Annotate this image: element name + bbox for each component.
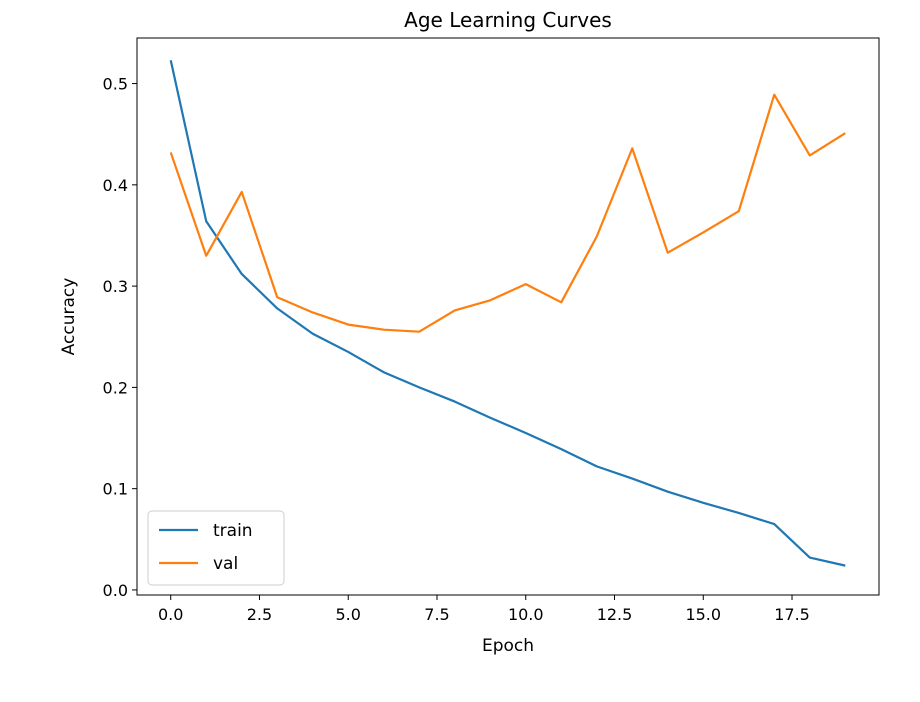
y-tick-label: 0.4 (103, 176, 128, 195)
x-tick-label: 12.5 (597, 605, 633, 624)
y-axis-ticks: 0.0 0.1 0.2 0.3 0.4 0.5 (103, 75, 137, 600)
y-tick-label: 0.0 (103, 581, 128, 600)
x-tick-label: 2.5 (247, 605, 272, 624)
x-tick-label: 5.0 (336, 605, 361, 624)
y-axis-label: Accuracy (59, 278, 79, 356)
legend: train val (147, 510, 285, 586)
x-tick-label: 15.0 (685, 605, 721, 624)
series-line-train (169, 60, 846, 567)
legend-label-train: train (213, 521, 253, 541)
x-tick-label: 0.0 (158, 605, 183, 624)
x-axis-ticks: 0.0 2.5 5.0 7.5 10.0 12.5 15.0 17.5 (158, 595, 810, 624)
legend-label-val: val (213, 554, 238, 574)
y-tick-label: 0.5 (103, 75, 128, 94)
chart-title: Age Learning Curves (404, 8, 612, 32)
y-tick-label: 0.3 (103, 277, 128, 296)
y-tick-label: 0.1 (103, 480, 128, 499)
x-tick-label: 17.5 (774, 605, 810, 624)
plot-area (169, 60, 846, 567)
x-tick-label: 10.0 (508, 605, 544, 624)
x-tick-label: 7.5 (424, 605, 449, 624)
y-tick-label: 0.2 (103, 378, 128, 397)
axes-frame (136, 37, 880, 596)
x-axis-label: Epoch (482, 636, 534, 656)
series-line-val (169, 93, 846, 333)
